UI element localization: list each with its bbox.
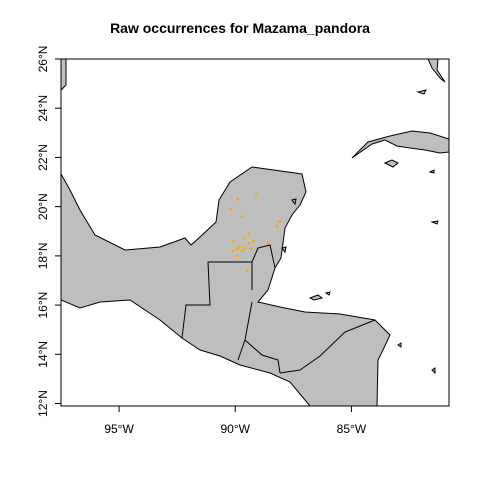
occurrence-point <box>245 269 249 273</box>
occurrence-point <box>236 247 239 250</box>
occurrence-point <box>240 215 244 218</box>
occurrence-point <box>254 192 258 196</box>
land-islet-1 <box>428 169 435 174</box>
map-title: Raw occurrences for Mazama_pandora <box>110 20 370 36</box>
occurrence-point <box>236 197 239 201</box>
land-islet-5 <box>308 294 324 301</box>
occurrence-point <box>252 239 256 243</box>
x-axis: 95°W 90°W 85°W <box>104 406 367 436</box>
land-florida <box>427 59 446 83</box>
y-tick-label: 18°N <box>36 242 50 269</box>
occurrence-point <box>250 247 253 250</box>
border-mexico-guatemala <box>181 261 253 339</box>
occurrence-point <box>231 239 235 243</box>
y-tick-label: 22°N <box>36 144 50 171</box>
occurrence-point <box>229 207 233 211</box>
y-tick-label: 16°N <box>36 292 50 319</box>
occurrence-point <box>277 220 281 223</box>
occurrence-point <box>240 249 244 253</box>
occurrence-point <box>236 254 239 258</box>
occurrence-point <box>247 242 251 245</box>
y-tick-label: 26°N <box>36 46 50 73</box>
occurrence-point <box>243 247 246 250</box>
occurrence-point <box>275 224 279 228</box>
land-usa <box>61 59 67 91</box>
x-tick-label: 90°W <box>221 422 251 436</box>
land-islet-3 <box>416 89 427 95</box>
land-isla-juventud <box>383 159 399 168</box>
occurrence-point <box>238 244 242 248</box>
border-honduras-el-salvador <box>244 339 281 374</box>
x-tick-label: 85°W <box>337 422 367 436</box>
land-islet-4 <box>291 198 297 206</box>
y-tick-label: 20°N <box>36 193 50 220</box>
y-axis: 12°N 14°N 16°N 18°N 20°N 22°N 24°N 26°N <box>36 46 61 417</box>
occurrence-layer <box>229 192 281 273</box>
y-tick-label: 24°N <box>36 95 50 122</box>
land-islet-8 <box>397 342 402 348</box>
occurrence-point <box>231 249 235 253</box>
land-mainland <box>61 166 391 406</box>
land-islet-6 <box>324 291 331 296</box>
occurrence-point <box>247 232 251 236</box>
occurrence-point <box>266 242 270 245</box>
land-cuba <box>351 130 449 159</box>
land-islet-2 <box>430 220 439 225</box>
x-tick-label: 95°W <box>104 422 134 436</box>
border-belize <box>251 244 276 269</box>
border-honduras-nicaragua <box>279 319 376 374</box>
y-tick-label: 14°N <box>36 341 50 368</box>
land-islet-7 <box>281 246 287 254</box>
y-tick-label: 12°N <box>36 390 50 417</box>
occurrence-point <box>243 237 246 241</box>
plot-frame <box>60 58 450 407</box>
land-islet-9 <box>431 367 436 375</box>
